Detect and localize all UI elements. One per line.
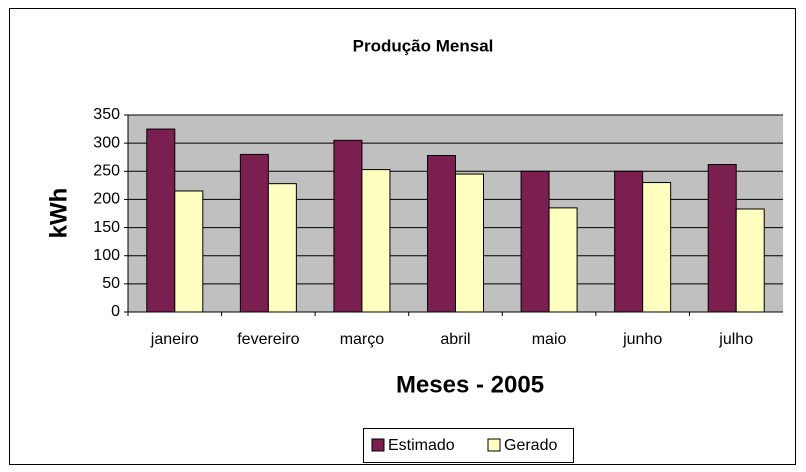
y-tick-label: 0	[111, 303, 120, 320]
x-tick-label: julho	[718, 331, 753, 348]
x-tick-label: janeiro	[150, 331, 199, 348]
x-axis-title: Meses - 2005	[396, 371, 544, 398]
x-tick-label: maio	[532, 331, 567, 348]
bar	[333, 139, 363, 313]
legend-box	[363, 428, 574, 463]
bar	[361, 169, 391, 313]
bar	[146, 128, 176, 313]
x-tick-label: abril	[440, 331, 470, 348]
bar	[642, 182, 672, 313]
y-tick-label: 200	[93, 191, 120, 208]
y-tick-label: 50	[102, 275, 120, 292]
x-tick-label: março	[340, 331, 385, 348]
bar	[735, 208, 765, 313]
legend-label: Estimado	[388, 437, 455, 454]
bar	[174, 190, 204, 313]
bar	[455, 173, 484, 313]
chart-title: Produção Mensal	[353, 36, 494, 55]
bar	[239, 153, 269, 313]
y-tick-label: 350	[93, 106, 120, 123]
legend-swatch	[371, 438, 385, 452]
y-tick-label: 100	[93, 247, 120, 264]
y-axis-title: kWh	[45, 188, 72, 239]
x-tick-label: junho	[622, 331, 662, 348]
legend-swatch	[487, 438, 501, 452]
legend-label: Gerado	[504, 437, 557, 454]
bar	[614, 170, 644, 313]
bar	[520, 170, 550, 313]
bar	[267, 183, 297, 313]
bar	[707, 164, 737, 313]
bar	[548, 207, 578, 313]
bar	[427, 155, 456, 313]
y-tick-label: 300	[93, 134, 120, 151]
x-tick-label: fevereiro	[237, 331, 299, 348]
y-tick-label: 150	[93, 219, 120, 236]
y-tick-label: 250	[93, 163, 120, 180]
